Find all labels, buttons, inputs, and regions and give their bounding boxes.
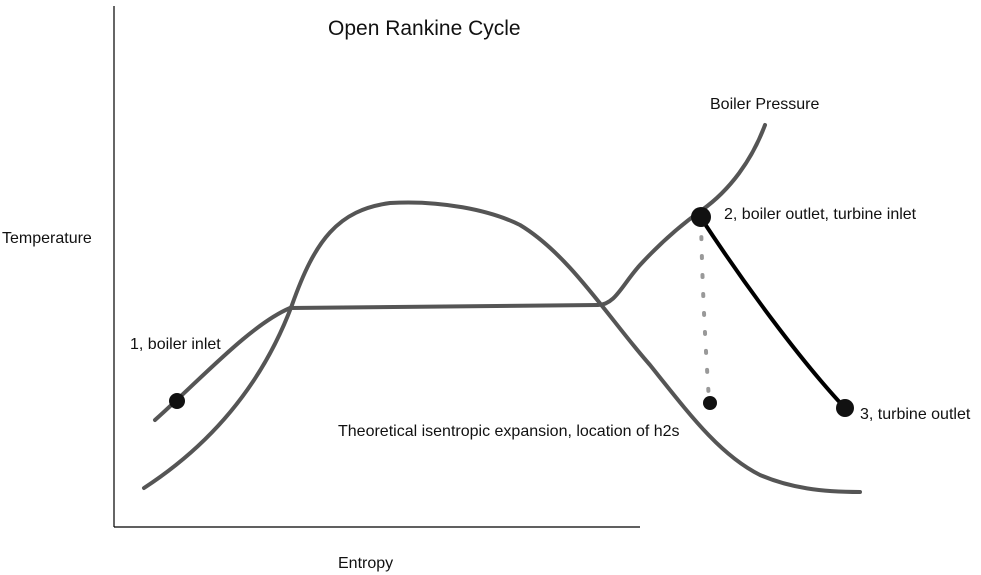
point-1-label: 1, boiler inlet — [130, 336, 221, 353]
boiler-pressure-curve — [153, 123, 767, 422]
point-2-label: 2, boiler outlet, turbine inlet — [724, 206, 917, 223]
diagram-title: Open Rankine Cycle — [328, 17, 521, 40]
boiler-pressure-label: Boiler Pressure — [710, 96, 820, 113]
turbine-expansion-line — [699, 216, 847, 410]
saturation-dome-curve — [142, 200, 862, 494]
point-3-marker — [836, 399, 854, 417]
isentropic-expansion-line — [699, 216, 711, 402]
point-1-marker — [169, 393, 185, 409]
point-3-label: 3, turbine outlet — [860, 406, 971, 423]
point-2-marker — [691, 207, 711, 227]
x-axis-label: Entropy — [338, 555, 394, 572]
y-axis-label: Temperature — [2, 230, 92, 247]
point-2s-label: Theoretical isentropic expansion, locati… — [338, 423, 680, 440]
point-2s-marker — [703, 396, 717, 410]
